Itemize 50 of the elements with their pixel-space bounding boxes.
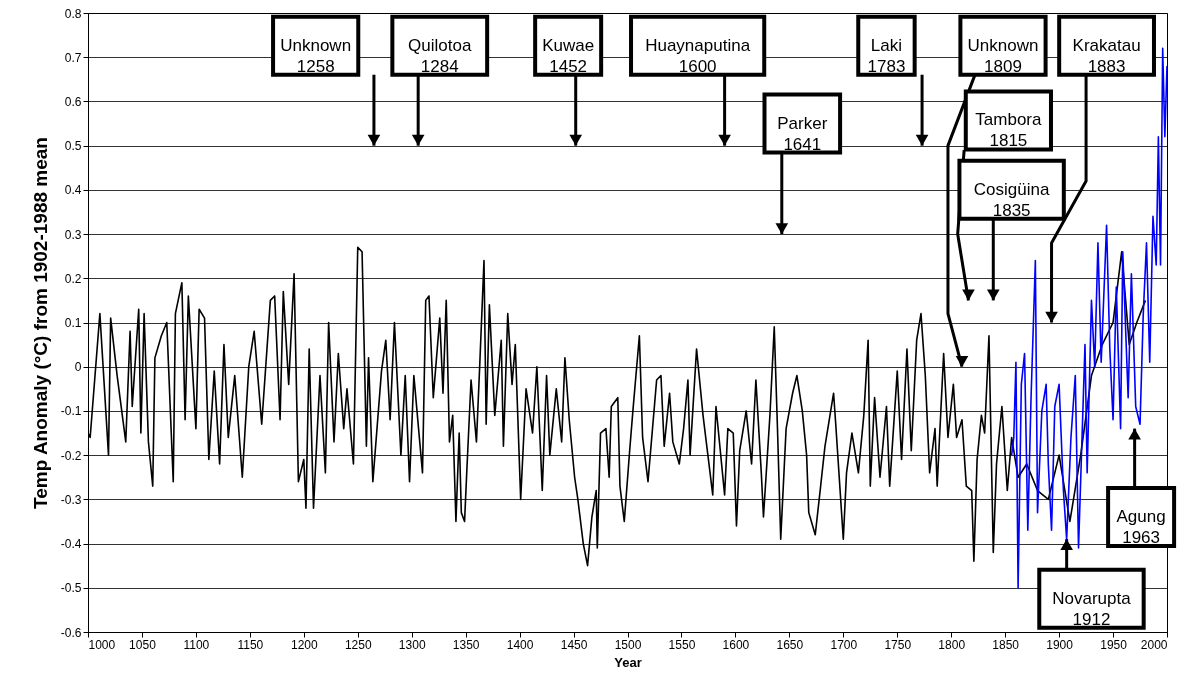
y-tick-label: -0.1 (60, 404, 82, 419)
x-tick-label: 1150 (237, 637, 264, 652)
y-tick-label: 0.4 (64, 183, 82, 198)
y-tick-label: 0.5 (64, 139, 82, 154)
y-tick-label: 0.2 (64, 271, 82, 286)
x-tick-label: 1950 (1100, 637, 1128, 652)
x-tick-label: 1750 (884, 637, 912, 652)
y-tick-label: 0.3 (64, 227, 82, 242)
annotation: Novarupta 1912 (1052, 588, 1132, 629)
y-tick-label: -0.6 (60, 625, 82, 640)
x-tick-label: 1900 (1046, 637, 1074, 652)
x-tick-label: 1050 (129, 637, 157, 652)
x-tick-label: 1400 (506, 637, 534, 652)
annotation: Huaynaputina 1600 (645, 35, 751, 76)
x-tick-label: 1700 (830, 637, 858, 652)
x-tick-label: 1850 (992, 637, 1020, 652)
y-tick-label: -0.2 (60, 448, 82, 463)
x-tick-label: 1100 (183, 637, 210, 652)
y-tick-label: 0.7 (64, 50, 82, 65)
x-tick-label: 2000 (1140, 637, 1168, 652)
x-tick-label: 1250 (344, 637, 372, 652)
x-tick-label: 1600 (722, 637, 750, 652)
annotation: Unknown 1809 (967, 35, 1039, 76)
x-tick-label: 1650 (776, 637, 804, 652)
annotation: Quilotoa 1284 (408, 35, 472, 76)
y-tick-label: 0.8 (64, 6, 82, 21)
x-axis-title: Year (614, 654, 642, 670)
y-tick-label: 0.6 (64, 94, 82, 109)
x-tick-label: 1300 (398, 637, 426, 652)
annotation: Krakatau 1883 (1072, 35, 1141, 76)
y-tick-label: -0.5 (60, 581, 82, 596)
annotation: Agung 1963 (1116, 507, 1166, 548)
x-tick-label: 1500 (614, 637, 642, 652)
y-tick-label: -0.4 (60, 537, 82, 552)
annotation: Cosigüina 1835 (973, 179, 1050, 220)
x-tick-label: 1350 (452, 637, 480, 652)
y-tick-label: 0.1 (64, 316, 82, 330)
y-axis-title: Temp Anomaly (°C) from 1902-1988 mean (29, 137, 51, 509)
annotation: Laki 1783 (867, 35, 906, 76)
x-tick-label: 1450 (560, 637, 588, 652)
x-tick-label: 1200 (290, 637, 318, 652)
annotation: Kuwae 1452 (542, 35, 595, 76)
x-tick-label: 1800 (938, 637, 966, 652)
y-tick-label: -0.3 (60, 492, 82, 507)
x-tick-label: 1550 (668, 637, 696, 652)
annotation: Parker 1641 (777, 113, 828, 154)
y-tick-label: 0 (74, 360, 82, 375)
annotation: Unknown 1258 (280, 35, 352, 76)
x-tick-label: 1000 (88, 637, 116, 652)
annotation: Tambora 1815 (975, 110, 1042, 151)
